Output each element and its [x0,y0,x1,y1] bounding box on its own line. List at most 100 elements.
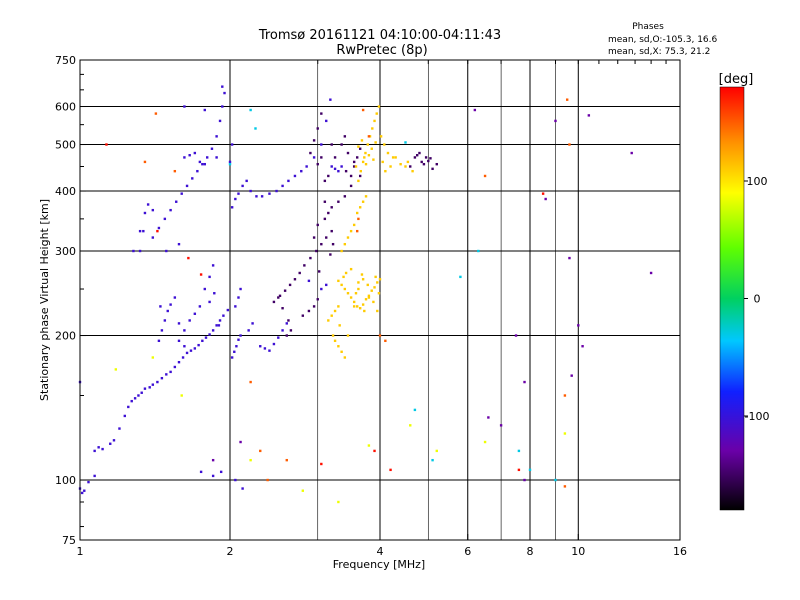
x-tick-label: 16 [673,545,687,558]
data-point [568,143,571,146]
data-point [399,162,402,166]
data-point [307,279,311,283]
data-point [160,376,164,380]
data-point [173,365,177,369]
data-point [196,169,199,173]
data-point [235,345,238,348]
data-point [415,154,419,157]
data-point [203,162,206,166]
y-tick-label: 300 [55,245,76,258]
data-point [239,334,242,337]
data-point [378,278,382,281]
data-point [320,112,323,115]
data-point [237,192,240,195]
y-tick-label: 100 [55,474,76,487]
data-point [563,432,567,435]
data-point [372,158,375,161]
data-point [132,249,135,253]
data-point [367,154,371,157]
data-point [337,169,340,173]
data-point [343,242,347,246]
data-point [320,143,323,146]
data-point [193,347,197,350]
data-point [394,156,397,159]
data-point [173,169,177,173]
data-point [320,287,323,291]
phase-info-heading: Phases [632,22,664,32]
data-point [413,156,417,159]
data-point [352,165,356,168]
data-point [420,160,423,164]
data-point [312,305,316,308]
data-point [281,329,284,332]
data-point [315,249,318,253]
data-point [277,296,280,299]
data-point [431,458,434,462]
data-point [219,470,223,474]
data-point [343,195,347,198]
data-point [330,143,333,146]
colorbar-tick-label: -100 [745,410,770,423]
data-point [234,197,237,201]
data-point [422,162,426,166]
data-point [254,127,257,130]
data-point [143,387,147,390]
data-point [364,298,368,301]
data-point [181,356,185,359]
data-points [78,85,653,504]
data-point [237,296,240,299]
phase-info-o-mode: mean, sd,O:-105.3, 16.6 [608,35,718,45]
data-point [234,305,237,308]
data-point [375,112,378,115]
data-point [151,236,155,239]
data-point [183,329,186,332]
data-point [239,287,242,291]
data-point [208,275,211,279]
data-point [343,287,347,291]
colorbar-label: [deg] [719,72,754,87]
data-point [312,156,316,159]
data-point [163,319,167,322]
data-point [218,119,222,123]
data-point [384,169,387,173]
data-point [581,345,584,348]
data-point [316,298,319,301]
data-point [367,444,371,447]
data-point [325,283,328,287]
data-point [83,489,86,492]
data-point [333,309,337,313]
x-tick-label: 2 [227,545,234,558]
data-point [344,271,348,275]
data-point [87,480,90,484]
data-point [213,292,216,295]
data-point [138,249,142,253]
y-axis-label: Stationary phase Virtual Height [km] [38,199,51,401]
data-point [346,151,350,155]
data-point [413,408,417,412]
data-point [366,143,369,146]
data-point [247,329,250,332]
data-point [459,275,462,279]
data-point [173,296,177,299]
data-point [140,391,143,394]
data-point [133,397,137,400]
data-point [222,314,225,317]
data-point [157,339,161,343]
data-point [377,292,381,295]
data-point [354,165,358,168]
data-point [154,112,158,115]
colorbar-tick-label: 100 [747,175,768,188]
data-point [249,458,252,462]
data-point [343,135,347,138]
data-point [199,273,203,276]
data-point [325,119,328,123]
data-point [361,278,365,281]
data-point [105,143,108,146]
data-point [331,242,335,246]
data-point [183,345,186,348]
data-point [379,135,383,138]
data-point [285,322,288,325]
data-point [373,119,376,123]
data-point [409,424,412,427]
